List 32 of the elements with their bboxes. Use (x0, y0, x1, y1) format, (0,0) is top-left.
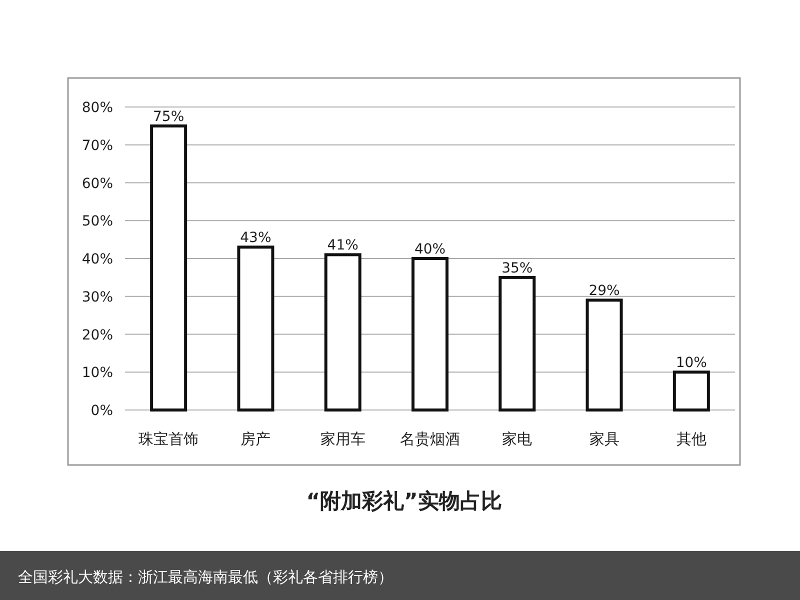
y-tick-label: 60% (82, 176, 113, 192)
y-tick-label: 10% (82, 365, 113, 382)
text: “附加彩礼”实物占比 (306, 489, 502, 513)
data-label: 41% (327, 238, 358, 254)
y-tick-label: 0% (90, 403, 113, 419)
bar (150, 124, 188, 412)
data-label: 35% (502, 260, 533, 276)
x-tick-label: 名贵烟酒 (400, 430, 460, 448)
data-label: 43% (240, 230, 272, 246)
bar (237, 246, 274, 412)
data-label: 75% (153, 108, 184, 125)
data-label: 29% (588, 283, 620, 300)
y-tick-label: 30% (82, 289, 113, 306)
y-tick-label: 50% (82, 214, 113, 230)
text: 全国彩礼大数据：浙江最高海南最低（彩礼各省排行榜） (18, 568, 393, 586)
bar (498, 276, 536, 412)
x-tick-label: 珠宝首饰 (138, 430, 199, 448)
bar (412, 257, 448, 412)
x-tick-label: 其他 (676, 430, 706, 448)
data-label: 10% (676, 355, 707, 372)
y-tick-label: 20% (82, 327, 113, 344)
y-tick-label: 80% (82, 100, 113, 116)
bar (586, 298, 623, 412)
bar (324, 253, 362, 412)
x-tick-label: 家具 (589, 430, 620, 448)
x-tick-label: 家电 (502, 430, 532, 448)
bar (672, 370, 710, 412)
data-label: 40% (414, 242, 446, 258)
x-tick-label: 家用车 (320, 430, 366, 448)
x-tick-label: 房产 (240, 430, 271, 448)
y-tick-label: 40% (82, 252, 113, 268)
y-tick-label: 70% (82, 138, 113, 154)
